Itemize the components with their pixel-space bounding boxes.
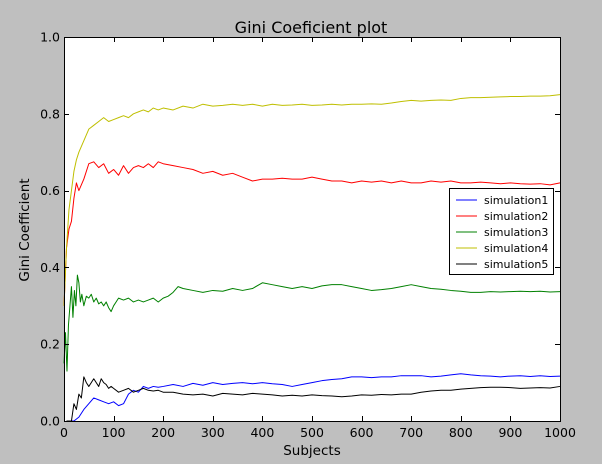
series-line-simulation2 <box>63 161 561 306</box>
series-line-simulation1 <box>66 373 561 422</box>
y-tick-label: 0.4 <box>40 260 60 275</box>
legend-label-simulation3: simulation3 <box>484 226 548 239</box>
legend-label-simulation4: simulation4 <box>484 242 548 255</box>
x-axis: 0 100 200 300 400 500 600 700 800 900 1000 <box>60 37 576 440</box>
series-layer <box>63 94 561 422</box>
x-tick-label: 600 <box>350 425 374 440</box>
x-axis-title: Subjects <box>283 443 341 459</box>
y-axis-title: Gini Coefficient <box>17 178 33 281</box>
legend-label-simulation5: simulation5 <box>484 258 548 271</box>
chart-title: Gini Coeficient plot <box>235 18 388 37</box>
y-tick-label: 0.8 <box>40 106 60 121</box>
x-tick-label: 0 <box>60 425 68 440</box>
x-tick-label: 700 <box>399 425 423 440</box>
x-tick-label: 500 <box>300 425 324 440</box>
y-tick-label: 0.0 <box>40 414 60 429</box>
series-line-simulation3 <box>63 274 561 372</box>
x-tick-label: 200 <box>151 425 175 440</box>
x-tick-label: 100 <box>102 425 126 440</box>
x-tick-label: 800 <box>449 425 473 440</box>
x-tick-label: 300 <box>201 425 225 440</box>
series-line-simulation4 <box>63 94 561 306</box>
legend-label-simulation1: simulation1 <box>484 194 548 207</box>
series-line-simulation5 <box>66 376 561 422</box>
legend: simulation1 simulation2 simulation3 simulat… <box>449 188 554 275</box>
x-tick-label: 900 <box>498 425 522 440</box>
x-tick-label: 400 <box>250 425 274 440</box>
y-tick-label: 0.2 <box>40 337 60 352</box>
y-tick-label: 0.6 <box>40 183 60 198</box>
y-tick-label: 1.0 <box>40 30 60 45</box>
y-axis: 0.0 0.2 0.4 0.6 0.8 1.0 <box>40 30 560 429</box>
x-tick-label: 1000 <box>544 425 576 440</box>
legend-label-simulation2: simulation2 <box>484 210 548 223</box>
